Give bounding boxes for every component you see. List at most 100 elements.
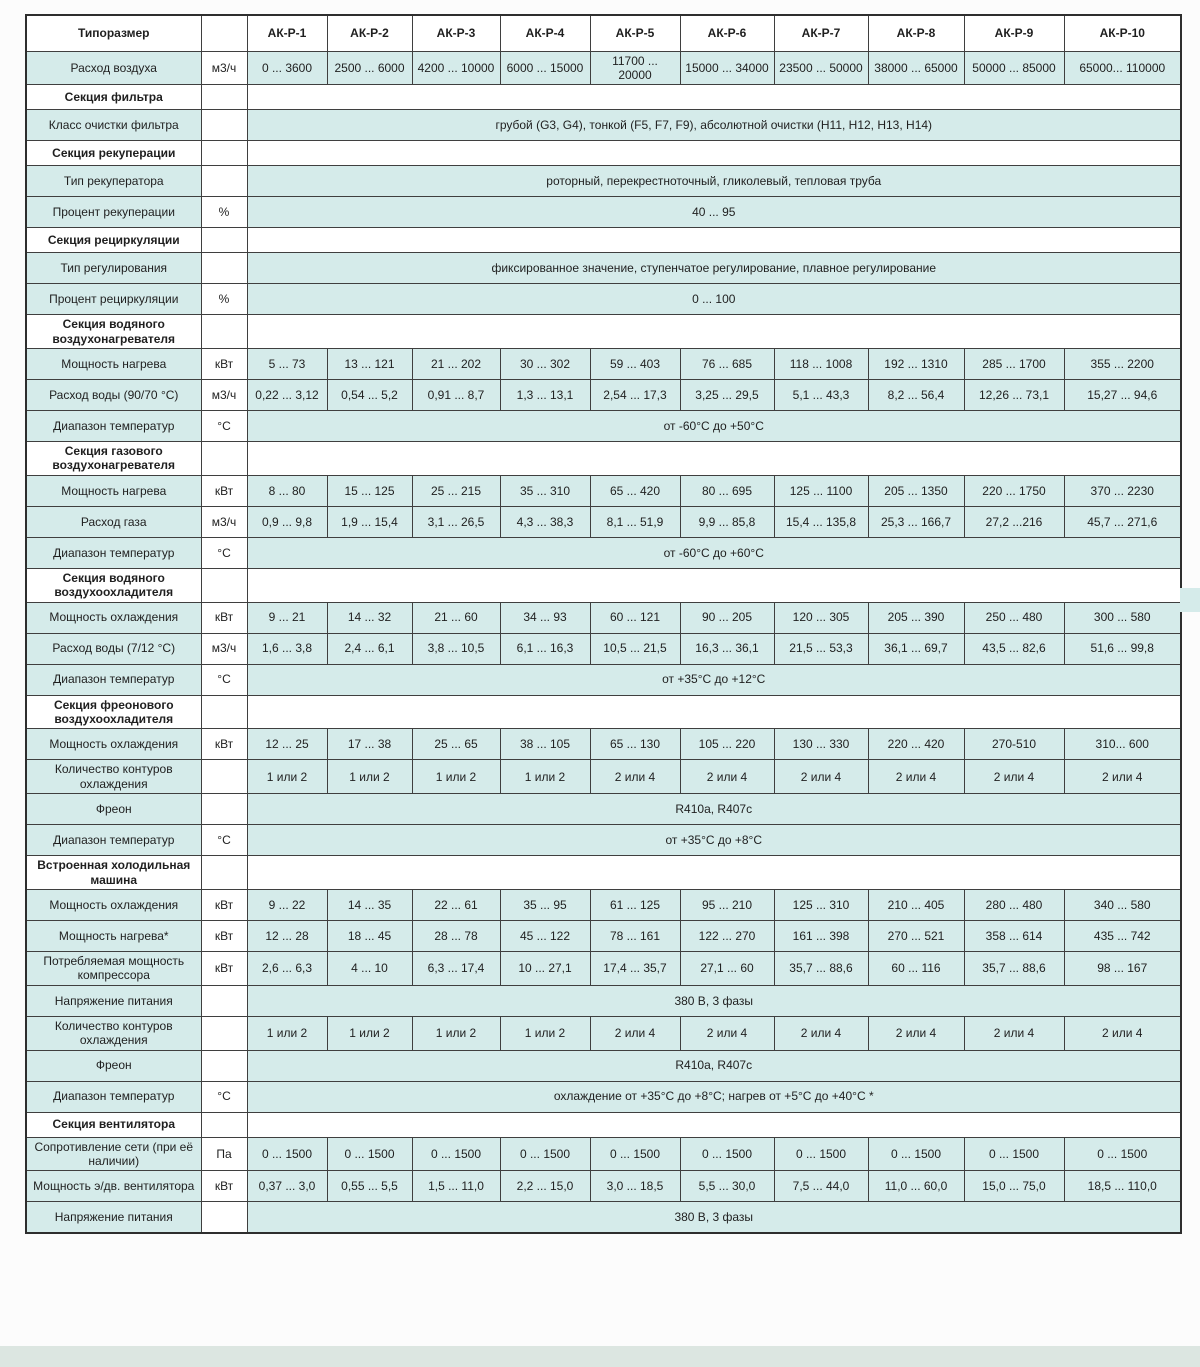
cell-value: 2 или 4 bbox=[679, 759, 775, 795]
merged-value: от -60°С до +50°С bbox=[246, 410, 1182, 443]
section-label: Встроенная холодильная машина bbox=[25, 855, 202, 890]
cell-value: 1 или 2 bbox=[326, 1015, 413, 1051]
row-unit bbox=[200, 759, 248, 795]
row-label: Мощность охлаждения bbox=[25, 888, 202, 921]
cell-value: 27,1 ... 60 bbox=[679, 950, 775, 986]
row-label: Количество контуров охлаждения bbox=[25, 759, 202, 795]
cell-value: 130 ... 330 bbox=[773, 728, 869, 761]
row-label: Расход воды (90/70 °С) bbox=[25, 379, 202, 412]
cell-value: 15000 ... 34000 bbox=[679, 50, 775, 86]
cell-value: 27,2 ...216 bbox=[963, 505, 1065, 538]
cell-value: 2 или 4 bbox=[679, 1015, 775, 1051]
cell-value: 0 ... 1500 bbox=[1063, 1136, 1182, 1172]
cell-value: 45,7 ... 271,6 bbox=[1063, 505, 1182, 538]
cell-value: 30 ... 302 bbox=[499, 348, 591, 381]
row-unit: % bbox=[200, 283, 248, 316]
table-row: Мощность охлаждения кВт 12 ... 25 17 ... 38… bbox=[25, 728, 1182, 761]
cell-value: 14 ... 32 bbox=[326, 601, 413, 634]
cell-value: 2 или 4 bbox=[1063, 759, 1182, 795]
table-row: Напряжение питания 380 В, 3 фазы bbox=[25, 984, 1182, 1017]
table-row: Сопротивление сети (при её наличии) Па 0 .… bbox=[25, 1136, 1182, 1172]
section-label: Секция газового воздухонагревателя bbox=[25, 441, 202, 476]
table-row: Расход воды (90/70 °С) м3/ч 0,22 ... 3,12 0… bbox=[25, 379, 1182, 412]
cell-value: 300 ... 580 bbox=[1063, 601, 1182, 634]
cell-value: 2 или 4 bbox=[1063, 1015, 1182, 1051]
merged-value: от +35°С до +8°С bbox=[246, 824, 1182, 857]
cell-value: 125 ... 1100 bbox=[773, 474, 869, 507]
table-row: Мощность охлаждения кВт 9 ... 22 14 ... 35 2… bbox=[25, 888, 1182, 921]
cell-value: 2,2 ... 15,0 bbox=[499, 1170, 591, 1203]
cell-value: 1 или 2 bbox=[246, 1015, 328, 1051]
cell-value: 17 ... 38 bbox=[326, 728, 413, 761]
section-header-row: Встроенная холодильная машина bbox=[25, 855, 1182, 890]
cell-value: 0 ... 1500 bbox=[589, 1136, 681, 1172]
cell-value: 22 ... 61 bbox=[411, 888, 501, 921]
cell-value: 98 ... 167 bbox=[1063, 950, 1182, 986]
table-row: Тип регулирования фиксированное значение,… bbox=[25, 252, 1182, 285]
section-header-row: Секция фильтра bbox=[25, 84, 1182, 111]
section-label: Секция водяного воздухоохладителя bbox=[25, 567, 202, 603]
cell-value: 1,3 ... 13,1 bbox=[499, 379, 591, 412]
column-header-model: АК-Р-9 bbox=[963, 14, 1065, 52]
cell-value: 1 или 2 bbox=[411, 759, 501, 795]
merged-value: 0 ... 100 bbox=[246, 283, 1182, 316]
row-label: Мощность нагрева bbox=[25, 348, 202, 381]
cell-value: 95 ... 210 bbox=[679, 888, 775, 921]
cell-value: 105 ... 220 bbox=[679, 728, 775, 761]
cell-value: 125 ... 310 bbox=[773, 888, 869, 921]
column-header-model: АК-Р-4 bbox=[499, 14, 591, 52]
row-label: Фреон bbox=[25, 793, 202, 826]
cell-value: 21 ... 60 bbox=[411, 601, 501, 634]
section-unit-blank bbox=[200, 1111, 248, 1138]
cell-value: 15,27 ... 94,6 bbox=[1063, 379, 1182, 412]
cell-value: 6,3 ... 17,4 bbox=[411, 950, 501, 986]
section-unit-blank bbox=[200, 441, 248, 476]
cell-value: 120 ... 305 bbox=[773, 601, 869, 634]
section-unit-blank bbox=[200, 84, 248, 111]
merged-value: от -60°С до +60°С bbox=[246, 536, 1182, 569]
cell-value: 0 ... 3600 bbox=[246, 50, 328, 86]
column-header-model: АК-Р-5 bbox=[589, 14, 681, 52]
cell-value: 65 ... 130 bbox=[589, 728, 681, 761]
row-label: Диапазон температур bbox=[25, 663, 202, 696]
cell-value: 16,3 ... 36,1 bbox=[679, 632, 775, 665]
cell-value: 11700 ... 20000 bbox=[589, 50, 681, 86]
table-row: Потребляемая мощность компрессора кВт 2,6 … bbox=[25, 950, 1182, 986]
cell-value: 65000... 110000 bbox=[1063, 50, 1182, 86]
cell-value: 13 ... 121 bbox=[326, 348, 413, 381]
cell-value: 17,4 ... 35,7 bbox=[589, 950, 681, 986]
spec-table-head: Типоразмер АК-Р-1 АК-Р-2 АК-Р-3 АК-Р-4 АК-Р-… bbox=[25, 14, 1182, 52]
cell-value: 3,8 ... 10,5 bbox=[411, 632, 501, 665]
section-empty-span bbox=[246, 694, 1182, 730]
cell-value: 36,1 ... 69,7 bbox=[867, 632, 965, 665]
cell-value: 51,6 ... 99,8 bbox=[1063, 632, 1182, 665]
cell-value: 43,5 ... 82,6 bbox=[963, 632, 1065, 665]
cell-value: 250 ... 480 bbox=[963, 601, 1065, 634]
cell-value: 0 ... 1500 bbox=[246, 1136, 328, 1172]
cell-value: 1,6 ... 3,8 bbox=[246, 632, 328, 665]
merged-value: R410a, R407c bbox=[246, 793, 1182, 826]
cell-value: 3,25 ... 29,5 bbox=[679, 379, 775, 412]
cell-value: 90 ... 205 bbox=[679, 601, 775, 634]
row-label: Расход газа bbox=[25, 505, 202, 538]
table-row: Расход воды (7/12 °С) м3/ч 1,6 ... 3,8 2,4 … bbox=[25, 632, 1182, 665]
row-unit: Па bbox=[200, 1136, 248, 1172]
cell-value: 118 ... 1008 bbox=[773, 348, 869, 381]
cell-value: 2,54 ... 17,3 bbox=[589, 379, 681, 412]
cell-value: 2 или 4 bbox=[589, 759, 681, 795]
cell-value: 38000 ... 65000 bbox=[867, 50, 965, 86]
table-row: Мощность э/дв. вентилятора кВт 0,37 ... 3,… bbox=[25, 1170, 1182, 1203]
cell-value: 0,9 ... 9,8 bbox=[246, 505, 328, 538]
cell-value: 15 ... 125 bbox=[326, 474, 413, 507]
cell-value: 35 ... 310 bbox=[499, 474, 591, 507]
row-unit: кВт bbox=[200, 1170, 248, 1203]
cell-value: 4,3 ... 38,3 bbox=[499, 505, 591, 538]
section-empty-span bbox=[246, 441, 1182, 476]
row-label: Сопротивление сети (при её наличии) bbox=[25, 1136, 202, 1172]
table-row: Напряжение питания 380 В, 3 фазы bbox=[25, 1201, 1182, 1234]
column-header-model: АК-Р-7 bbox=[773, 14, 869, 52]
cell-value: 59 ... 403 bbox=[589, 348, 681, 381]
cell-value: 2 или 4 bbox=[773, 1015, 869, 1051]
